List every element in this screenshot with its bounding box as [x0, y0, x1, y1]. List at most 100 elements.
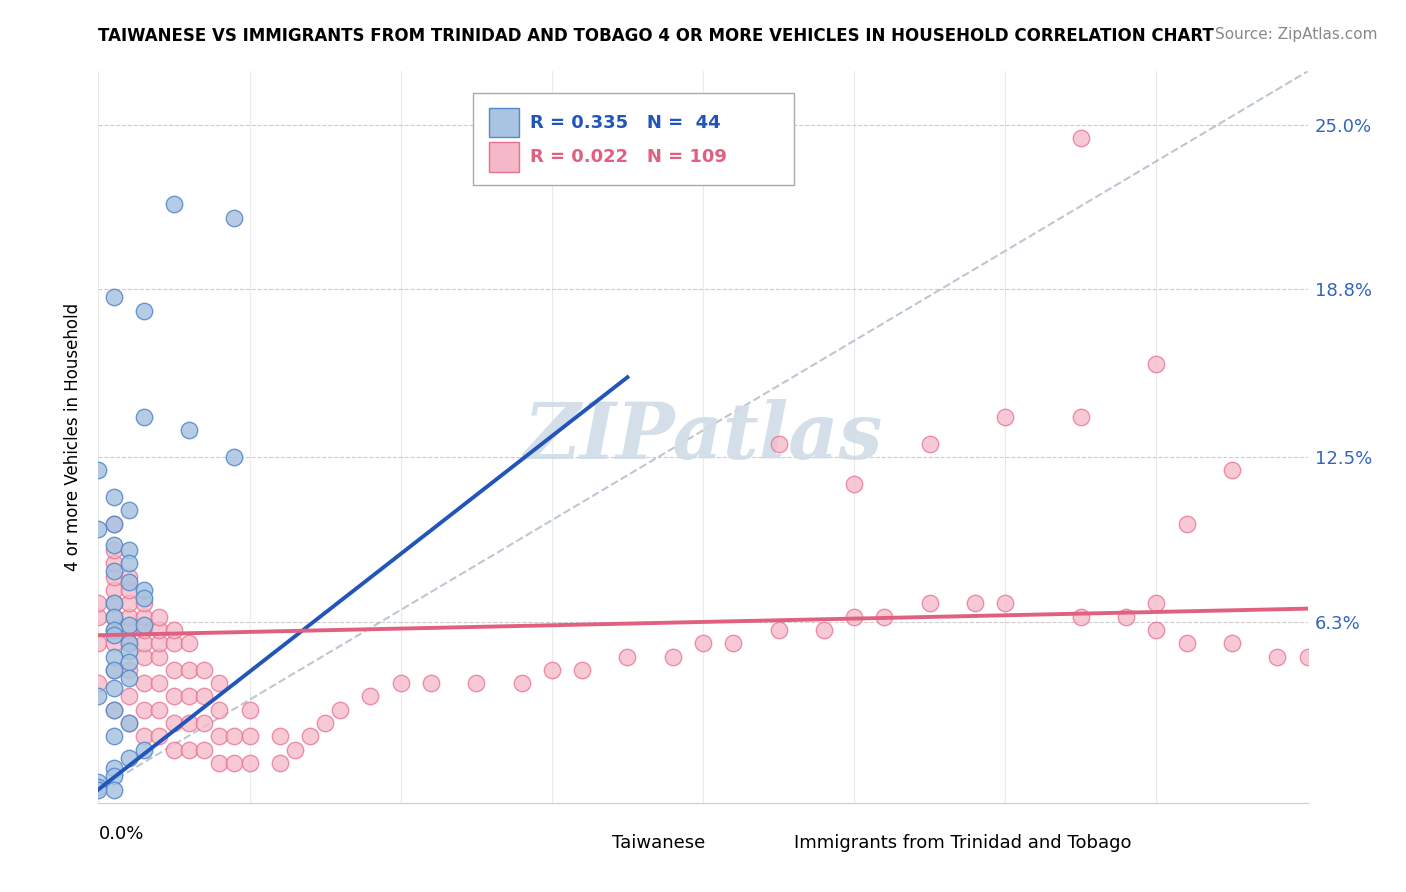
Point [1146, 596, 1168, 610]
Point [103, 596, 125, 610]
Point [329, 703, 352, 717]
Point [1175, 636, 1198, 650]
Point [918, 436, 941, 450]
Point [118, 623, 141, 637]
Point [148, 649, 170, 664]
Point [692, 636, 714, 650]
Point [269, 729, 291, 743]
Point [1146, 357, 1168, 371]
Point [224, 729, 246, 743]
Point [103, 636, 125, 650]
Point [723, 636, 745, 650]
Point [179, 690, 201, 704]
Point [163, 663, 186, 677]
Point [118, 570, 141, 584]
Point [132, 609, 155, 624]
Point [844, 476, 866, 491]
Point [132, 303, 155, 318]
Point [994, 596, 1017, 610]
Point [224, 211, 246, 225]
Point [420, 676, 443, 690]
Point [103, 623, 125, 637]
Point [208, 756, 231, 770]
Point [1220, 463, 1243, 477]
Y-axis label: 4 or more Vehicles in Household: 4 or more Vehicles in Household [65, 303, 83, 571]
Point [148, 609, 170, 624]
Point [118, 716, 141, 731]
Point [118, 671, 141, 685]
Point [994, 410, 1017, 425]
Point [163, 690, 186, 704]
Bar [576, 831, 603, 856]
Point [87, 463, 110, 477]
Point [224, 756, 246, 770]
Point [148, 636, 170, 650]
Point [103, 663, 125, 677]
Point [1296, 649, 1319, 664]
Point [965, 596, 987, 610]
Point [132, 703, 155, 717]
Point [179, 636, 201, 650]
Point [103, 663, 125, 677]
Point [813, 623, 835, 637]
Point [118, 557, 141, 571]
Point [239, 729, 262, 743]
Point [1070, 131, 1092, 145]
Point [389, 676, 412, 690]
Text: TAIWANESE VS IMMIGRANTS FROM TRINIDAD AND TOBAGO 4 OR MORE VEHICLES IN HOUSEHOLD: TAIWANESE VS IMMIGRANTS FROM TRINIDAD AN… [98, 27, 1215, 45]
Point [1070, 609, 1092, 624]
Point [118, 690, 141, 704]
Point [768, 623, 790, 637]
Point [103, 538, 125, 552]
Point [118, 655, 141, 669]
Point [148, 676, 170, 690]
Point [1115, 609, 1137, 624]
Point [118, 617, 141, 632]
Point [314, 716, 336, 731]
Point [132, 617, 155, 632]
Point [132, 649, 155, 664]
Point [118, 636, 141, 650]
Point [179, 742, 201, 756]
Point [103, 609, 125, 624]
Point [103, 729, 125, 743]
Text: R = 0.022   N = 109: R = 0.022 N = 109 [530, 148, 727, 166]
Point [284, 742, 307, 756]
Point [103, 516, 125, 531]
Point [103, 543, 125, 558]
Point [118, 575, 141, 590]
Point [132, 582, 155, 597]
Point [103, 703, 125, 717]
Point [87, 780, 110, 794]
Point [118, 636, 141, 650]
Point [208, 703, 231, 717]
Point [103, 490, 125, 504]
Point [163, 716, 186, 731]
Point [118, 543, 141, 558]
Point [132, 623, 155, 637]
Point [179, 424, 201, 438]
Point [269, 756, 291, 770]
Point [118, 750, 141, 764]
Point [1146, 623, 1168, 637]
Point [132, 636, 155, 650]
Point [118, 596, 141, 610]
Point [148, 703, 170, 717]
Point [103, 570, 125, 584]
Point [224, 450, 246, 464]
Bar [489, 143, 519, 171]
Point [103, 761, 125, 775]
Point [239, 703, 262, 717]
Point [103, 649, 125, 664]
Point [179, 663, 201, 677]
Text: ZIPatlas: ZIPatlas [523, 399, 883, 475]
FancyBboxPatch shape [474, 94, 793, 185]
Point [661, 649, 683, 664]
Point [87, 676, 110, 690]
Point [360, 690, 382, 704]
Point [118, 582, 141, 597]
Point [616, 649, 638, 664]
Point [239, 756, 262, 770]
Point [87, 522, 110, 536]
Point [163, 623, 186, 637]
